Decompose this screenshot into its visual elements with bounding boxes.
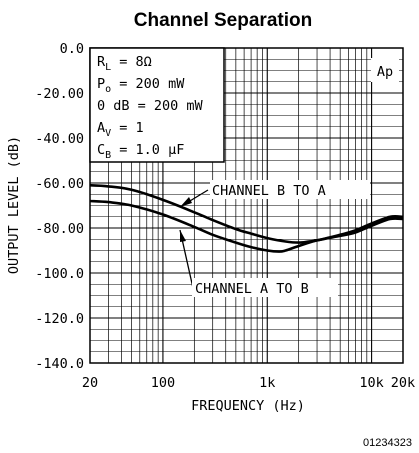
x-tick-label: 1k: [259, 375, 275, 391]
x-tick-label: 20k: [391, 375, 415, 391]
condition-rl: RL = 8Ω: [97, 54, 152, 73]
condition-po: Po = 200 mW: [97, 76, 185, 95]
condition-db-ref: 0 dB = 200 mW: [97, 98, 204, 114]
annotation-bg-b-to-a: [210, 180, 370, 199]
footnote: 01234323: [363, 437, 412, 449]
annotation-arrowhead-a-to-b: [180, 230, 186, 242]
grid-layer: [89, 47, 404, 364]
corner-label-box: [371, 58, 399, 82]
chart-title: Channel Separation: [134, 10, 312, 31]
y-tick-label: -20.00: [35, 86, 84, 102]
x-tick-label: 10k: [359, 375, 383, 391]
annotation-label-b-to-a: CHANNEL B TO A: [212, 183, 326, 199]
y-tick-label: 0.0: [60, 41, 84, 57]
condition-cb: CB = 1.0 μF: [97, 142, 184, 161]
plot-frame: [89, 47, 404, 364]
x-tick-label: 20: [82, 375, 98, 391]
corner-label: Ap: [377, 64, 393, 80]
series-layer: [89, 184, 404, 253]
condition-av: AV = 1: [97, 120, 144, 139]
y-tick-label: -40.00: [35, 131, 84, 147]
series-line-channel-a-to-b: [89, 199, 404, 253]
x-axis-label: FREQUENCY (Hz): [191, 398, 305, 414]
x-tick-label: 100: [151, 375, 175, 391]
y-tick-label: -60.00: [35, 176, 84, 192]
y-tick-label: -80.00: [35, 221, 84, 237]
y-axis-label: OUTPUT LEVEL (dB): [6, 136, 22, 274]
annotation-arrowhead-b-to-a: [180, 197, 192, 207]
annotation-bg-a-to-b: [192, 278, 338, 297]
y-tick-label: -120.0: [35, 311, 84, 327]
series-line-channel-b-to-a: [89, 184, 404, 244]
y-tick-label: -100.0: [35, 266, 84, 282]
y-tick-label: -140.0: [35, 356, 84, 372]
y-tick-labels: 0.0 -20.00 -40.00 -60.00 -80.00 -100.0 -120.0 -…: [35, 41, 84, 372]
x-tick-labels: 20 100 1k 10k 20k: [82, 375, 415, 391]
annotation-label-a-to-b: CHANNEL A TO B: [195, 281, 309, 297]
series-annotations: CHANNEL B TO A CHANNEL A TO B: [179, 180, 370, 297]
conditions-box: [89, 47, 225, 163]
